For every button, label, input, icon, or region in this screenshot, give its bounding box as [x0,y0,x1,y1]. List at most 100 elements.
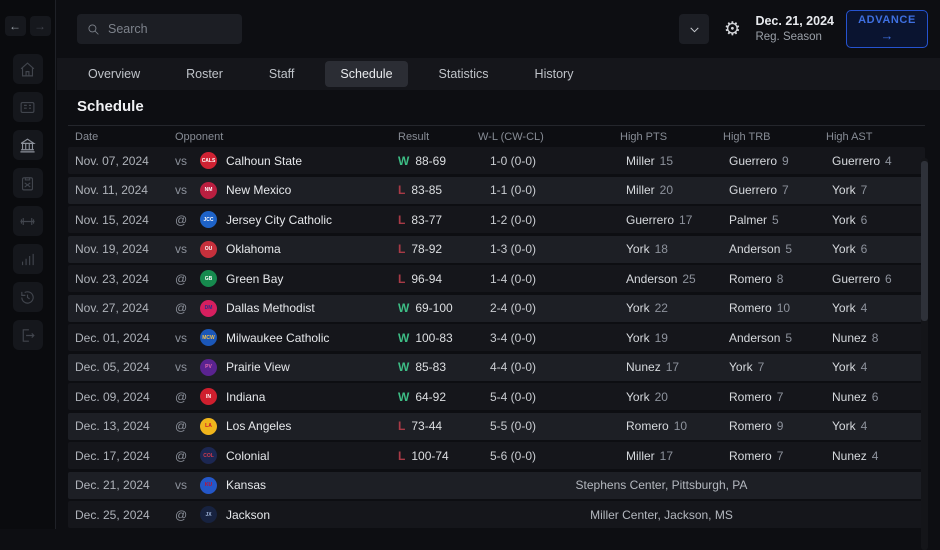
player-name-link[interactable]: Anderson [729,330,781,345]
tab-staff[interactable]: Staff [268,67,295,81]
scoreboard-icon[interactable] [12,92,43,122]
player-name-link[interactable]: York [626,301,650,315]
nav-back-button[interactable]: ← [4,16,26,36]
player-name-link[interactable]: Miller [626,448,655,463]
bar-chart-icon[interactable] [12,244,43,274]
team-name-link[interactable]: Milwaukee Catholic [226,330,330,345]
result-cell[interactable]: L 96-94 [398,272,478,286]
player-name-link[interactable]: Guerrero [729,153,778,168]
player-name-link[interactable]: Romero [729,419,772,433]
team-name-link[interactable]: Kansas [226,478,267,492]
player-name-link[interactable]: Palmer [729,212,768,227]
result-score: 69-100 [415,301,453,315]
result-cell[interactable]: L 78-92 [398,242,478,256]
nav-forward-button[interactable]: → [29,16,51,36]
player-name-link[interactable]: Guerrero [832,153,881,168]
clipboard-icon[interactable] [12,168,43,198]
bank-icon[interactable] [12,130,43,160]
player-name-link[interactable]: Anderson [729,242,781,256]
team-name-link[interactable]: Jackson [226,507,271,522]
opponent-cell: @ IN Indiana [175,388,398,405]
collapse-button[interactable] [679,14,710,44]
advance-button[interactable]: ADVANCE → [846,10,928,48]
table-row[interactable]: Dec. 01, 2024 vs MCW Milwaukee Catholic W 100… [68,324,925,351]
stat-value: 7 [782,183,789,197]
team-name-link[interactable]: Green Bay [226,271,284,286]
result-cell[interactable]: W 85-83 [398,360,478,374]
result-cell[interactable]: W 64-92 [398,390,478,404]
team-name-link[interactable]: Colonial [226,448,270,463]
settings-button[interactable]: ⚙ [719,16,745,42]
player-name-link[interactable]: Nunez [832,448,867,463]
team-name-link[interactable]: New Mexico [226,183,292,197]
team-name-link[interactable]: Calhoun State [226,153,303,168]
scrollbar-track[interactable] [921,158,928,550]
team-name-link[interactable]: Los Angeles [226,419,292,433]
table-row[interactable]: Dec. 17, 2024 @ COL Colonial L 100-74 5-6 (0-0… [68,442,925,469]
home-icon[interactable] [12,54,43,84]
table-row[interactable]: Nov. 07, 2024 vs CALS Calhoun State W 88-69 1-… [68,147,925,174]
player-name-link[interactable]: Guerrero [626,212,675,227]
player-name-link[interactable]: Miller [626,153,655,168]
tab-history[interactable]: History [534,67,574,81]
player-name-link[interactable]: York [729,360,753,374]
result-cell[interactable]: L 83-85 [398,183,478,197]
player-name-link[interactable]: Miller [626,183,655,197]
result-cell[interactable]: L 100-74 [398,449,478,463]
exit-icon[interactable] [12,320,43,350]
team-name-link[interactable]: Indiana [226,389,266,404]
dumbbell-icon[interactable] [12,206,43,236]
tab-bar: Overview Roster Staff Schedule Statistics His… [57,58,940,90]
player-name-link[interactable]: Anderson [626,271,678,286]
history-icon[interactable] [12,282,43,312]
player-name-link[interactable]: Guerrero [729,183,778,197]
search-input[interactable] [108,22,228,36]
opponent-cell: @ DM Dallas Methodist [175,299,398,317]
player-name-link[interactable]: Romero [729,301,772,315]
team-name-link[interactable]: Dallas Methodist [226,301,315,315]
player-name-link[interactable]: York [832,360,856,374]
table-row[interactable]: Nov. 11, 2024 vs NM New Mexico L 83-85 1-1 (0-… [68,176,925,204]
player-name-link[interactable]: Romero [729,448,772,463]
team-logo-icon: LA [200,417,217,435]
player-name-link[interactable]: York [626,389,650,404]
scrollbar-thumb[interactable] [921,161,928,321]
result-cell[interactable]: L 73-44 [398,419,478,433]
tab-statistics[interactable]: Statistics [438,67,489,81]
player-name-link[interactable]: York [832,183,856,197]
team-name-link[interactable]: Prairie View [226,360,290,374]
table-row[interactable]: Dec. 13, 2024 @ LA Los Angeles L 73-44 5-5 (0-… [68,412,925,440]
tab-schedule[interactable]: Schedule [325,61,408,87]
player-name-link[interactable]: York [832,212,856,227]
player-name-link[interactable]: York [626,330,650,345]
player-name-link[interactable]: Romero [626,419,669,433]
player-name-link[interactable]: Guerrero [832,271,881,286]
result-cell[interactable]: W 100-83 [398,331,478,345]
tab-roster[interactable]: Roster [186,67,223,81]
player-name-link[interactable]: Romero [729,271,772,286]
table-row[interactable]: Nov. 19, 2024 vs OU Oklahoma L 78-92 1-3 (0-0)… [68,235,925,263]
result-cell[interactable]: W 69-100 [398,301,478,315]
tab-overview[interactable]: Overview [88,67,141,81]
table-row[interactable]: Dec. 09, 2024 @ IN Indiana W 64-92 5-4 (0-0) Yo… [68,383,925,410]
result-cell[interactable]: W 88-69 [398,154,478,168]
player-name-link[interactable]: Nunez [626,360,661,374]
player-name-link[interactable]: York [832,301,856,315]
stat-value: 15 [659,153,674,168]
player-name-link[interactable]: Nunez [832,389,867,404]
table-row[interactable]: Nov. 23, 2024 @ GB Green Bay L 96-94 1-4 (0-0)… [68,265,925,292]
search-box[interactable] [77,14,242,44]
table-row[interactable]: Nov. 27, 2024 @ DM Dallas Methodist W 69-100 2… [68,294,925,322]
team-name-link[interactable]: Oklahoma [226,242,281,256]
table-row[interactable]: Dec. 21, 2024 vs KU Kansas Stephens Center, … [68,471,925,499]
player-name-link[interactable]: Romero [729,389,772,404]
result-cell[interactable]: L 83-77 [398,213,478,227]
table-row[interactable]: Nov. 15, 2024 @ JCC Jersey City Catholic L 83… [68,206,925,233]
table-row[interactable]: Dec. 05, 2024 vs PV Prairie View W 85-83 4-4 (… [68,353,925,381]
player-name-link[interactable]: Nunez [832,330,867,345]
team-name-link[interactable]: Jersey City Catholic [226,212,333,227]
player-name-link[interactable]: York [626,242,650,256]
player-name-link[interactable]: York [832,419,856,433]
table-row[interactable]: Dec. 25, 2024 @ JX Jackson Miller Center, Ja… [68,501,925,528]
player-name-link[interactable]: York [832,242,856,256]
